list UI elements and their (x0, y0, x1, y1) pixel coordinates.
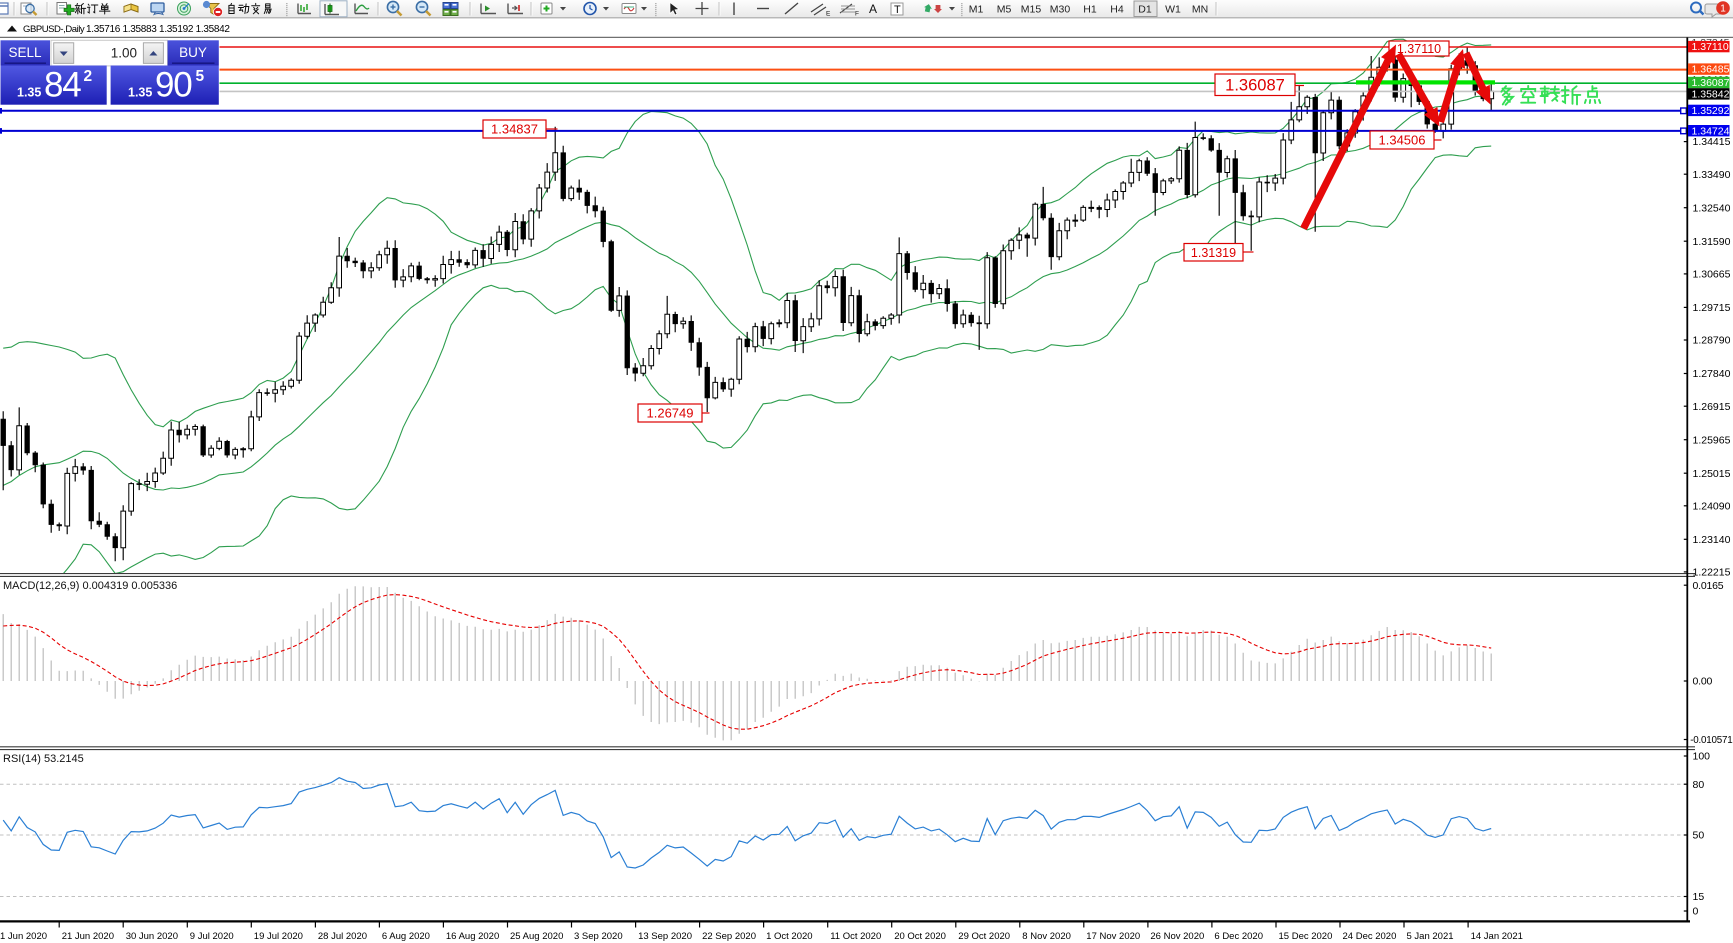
svg-text:100: 100 (1693, 751, 1711, 763)
svg-text:16 Aug 2020: 16 Aug 2020 (446, 931, 499, 942)
svg-text:2: 2 (84, 68, 93, 85)
svg-text:0: 0 (1693, 906, 1699, 918)
svg-text:1.32540: 1.32540 (1693, 202, 1731, 214)
svg-text:5: 5 (196, 68, 205, 85)
svg-text:21 Jun 2020: 21 Jun 2020 (62, 931, 114, 942)
svg-text:1.00: 1.00 (111, 46, 137, 61)
svg-text:1.31590: 1.31590 (1693, 236, 1731, 248)
svg-text:22 Sep 2020: 22 Sep 2020 (702, 931, 756, 942)
svg-text:15 Dec 2020: 15 Dec 2020 (1279, 931, 1333, 942)
svg-text:14 Jan 2021: 14 Jan 2021 (1471, 931, 1523, 942)
svg-text:F: F (855, 11, 859, 18)
svg-text:BUY: BUY (179, 45, 207, 60)
svg-text:T: T (894, 4, 901, 16)
svg-text:H1: H1 (1083, 4, 1097, 16)
svg-text:30 Jun 2020: 30 Jun 2020 (126, 931, 178, 942)
svg-text:1.36485: 1.36485 (1692, 64, 1730, 76)
svg-text:29 Oct 2020: 29 Oct 2020 (958, 931, 1010, 942)
svg-text:D1: D1 (1138, 4, 1152, 16)
svg-text:3 Sep 2020: 3 Sep 2020 (574, 931, 623, 942)
svg-text:9 Jul 2020: 9 Jul 2020 (190, 931, 234, 942)
svg-text:1.34724: 1.34724 (1692, 125, 1730, 137)
svg-text:13 Sep 2020: 13 Sep 2020 (638, 931, 692, 942)
svg-text:90: 90 (155, 66, 192, 105)
svg-text:1 Jun 2020: 1 Jun 2020 (0, 931, 47, 942)
svg-text:E: E (826, 11, 831, 18)
svg-text:0.00: 0.00 (1693, 676, 1713, 688)
svg-text:0.0165: 0.0165 (1693, 580, 1724, 592)
svg-text:50: 50 (1693, 830, 1705, 842)
svg-text:H4: H4 (1110, 4, 1124, 16)
svg-text:1.35842: 1.35842 (1692, 89, 1730, 101)
svg-text:RSI(14) 53.2145: RSI(14) 53.2145 (3, 753, 84, 765)
svg-text:20 Oct 2020: 20 Oct 2020 (894, 931, 946, 942)
svg-text:6 Aug 2020: 6 Aug 2020 (382, 931, 430, 942)
svg-text:M5: M5 (997, 4, 1012, 16)
svg-text:-0.010571: -0.010571 (1690, 735, 1732, 746)
svg-text:11 Oct 2020: 11 Oct 2020 (830, 931, 881, 942)
svg-text:1.33490: 1.33490 (1693, 169, 1731, 181)
svg-text:8 Nov 2020: 8 Nov 2020 (1022, 931, 1071, 942)
svg-text:17 Nov 2020: 17 Nov 2020 (1086, 931, 1140, 942)
svg-text:26 Nov 2020: 26 Nov 2020 (1150, 931, 1204, 942)
svg-text:1.26749: 1.26749 (647, 406, 694, 421)
svg-text:1.34506: 1.34506 (1379, 133, 1426, 148)
svg-text:1.23140: 1.23140 (1693, 534, 1731, 546)
svg-text:1.24090: 1.24090 (1693, 500, 1731, 512)
svg-text:1.35716 1.35883 1.35192 1.3584: 1.35716 1.35883 1.35192 1.35842 (86, 24, 230, 35)
svg-text:1.35292: 1.35292 (1692, 105, 1730, 117)
svg-text:1.37110: 1.37110 (1692, 41, 1729, 53)
svg-text:SELL: SELL (8, 45, 42, 60)
svg-text:24 Dec 2020: 24 Dec 2020 (1343, 931, 1397, 942)
svg-text:1.29715: 1.29715 (1693, 302, 1731, 314)
svg-text:W1: W1 (1165, 4, 1181, 16)
svg-text:1.25015: 1.25015 (1693, 468, 1731, 480)
svg-text:25 Aug 2020: 25 Aug 2020 (510, 931, 563, 942)
svg-text:M1: M1 (969, 4, 984, 16)
svg-text:15: 15 (1693, 891, 1705, 903)
svg-text:84: 84 (44, 66, 81, 105)
svg-text:1.22215: 1.22215 (1693, 567, 1731, 579)
svg-text:1.28790: 1.28790 (1693, 335, 1731, 347)
svg-text:1.37110: 1.37110 (1397, 42, 1441, 56)
svg-text:1.37245: 1.37245 (1692, 37, 1730, 49)
svg-text:6 Dec 2020: 6 Dec 2020 (1214, 931, 1263, 942)
svg-text:MACD(12,26,9) 0.004319 0.00533: MACD(12,26,9) 0.004319 0.005336 (3, 580, 177, 592)
svg-text:1.34837: 1.34837 (491, 122, 538, 137)
svg-text:1.35: 1.35 (17, 86, 41, 100)
svg-text:1.34415: 1.34415 (1693, 136, 1731, 148)
svg-text:1.36087: 1.36087 (1692, 77, 1730, 89)
svg-text:A: A (869, 2, 877, 16)
svg-text:5 Jan 2021: 5 Jan 2021 (1407, 931, 1454, 942)
svg-text:19 Jul 2020: 19 Jul 2020 (254, 931, 303, 942)
svg-text:1.36087: 1.36087 (1225, 77, 1285, 95)
svg-text:1.31319: 1.31319 (1191, 246, 1236, 260)
svg-text:GBPUSD-,Daily: GBPUSD-,Daily (23, 24, 85, 35)
svg-text:1 Oct 2020: 1 Oct 2020 (766, 931, 812, 942)
svg-text:28 Jul 2020: 28 Jul 2020 (318, 931, 367, 942)
svg-text:1.25965: 1.25965 (1693, 434, 1731, 446)
svg-text:1.26915: 1.26915 (1693, 401, 1731, 413)
svg-text:1.35: 1.35 (128, 86, 152, 100)
svg-text:1.36400: 1.36400 (1692, 74, 1730, 86)
svg-text:MN: MN (1192, 4, 1208, 16)
svg-text:1: 1 (1720, 4, 1726, 15)
svg-text:1.30665: 1.30665 (1693, 269, 1731, 281)
svg-text:M15: M15 (1021, 4, 1042, 16)
svg-text:80: 80 (1693, 779, 1705, 791)
svg-text:M30: M30 (1050, 4, 1071, 16)
svg-text:1.27840: 1.27840 (1693, 368, 1731, 380)
